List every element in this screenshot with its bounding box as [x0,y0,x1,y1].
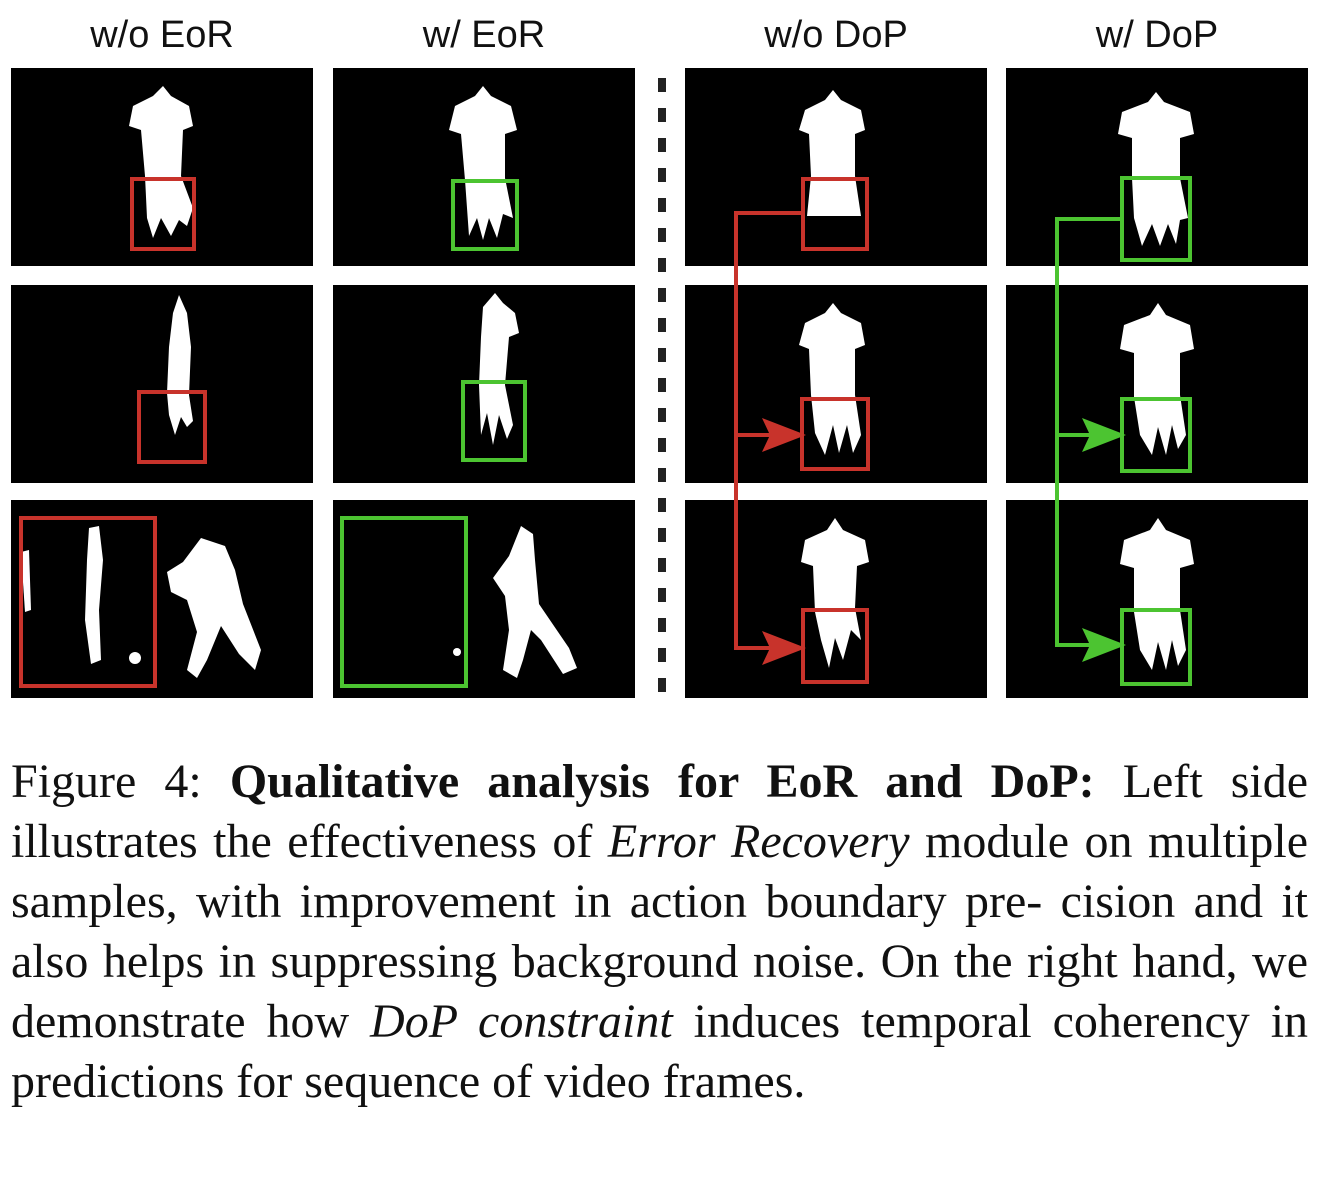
panel-w-eor-row1 [333,68,635,266]
figure-caption: Figure 4: Qualitative analysis for EoR a… [11,752,1308,1112]
column-header-w-eor: w/ EoR [422,14,546,56]
caption-emphasis-dop-constraint: DoP constraint [370,995,673,1048]
red-arrow-head-row3 [762,631,806,665]
figure: w/o EoR w/ EoR w/o DoP w/ DoP [11,14,1308,704]
dashed-divider [658,78,666,704]
column-header-w-dop: w/ DoP [1095,14,1219,56]
panel-wo-eor-row2 [11,285,313,483]
caption-text-3: induces temporal coherency in prediction… [11,995,1309,1108]
caption-emphasis-error-recovery: Error Recovery [607,815,910,868]
red-arrow-head-row2 [762,418,806,452]
caption-title: Qualitative analysis for EoR and DoP: [229,755,1095,808]
panel-wo-eor-row3 [11,500,313,698]
panel-w-eor-row2 [333,285,635,483]
green-arrow-head-row3 [1082,628,1126,662]
column-header-wo-dop: w/o DoP [764,14,908,56]
column-header-wo-eor: w/o EoR [90,14,234,56]
caption-label: Figure 4: [11,755,202,808]
panel-wo-eor-row1 [11,68,313,266]
caption-text-1: Left side illustrates the effectiveness … [11,755,1309,868]
panel-w-eor-row3 [333,500,635,698]
green-arrow-head-row2 [1082,418,1126,452]
caption-text-2: module on multiple samples, with improve… [11,815,1308,1048]
temporal-arrows [734,211,1126,665]
